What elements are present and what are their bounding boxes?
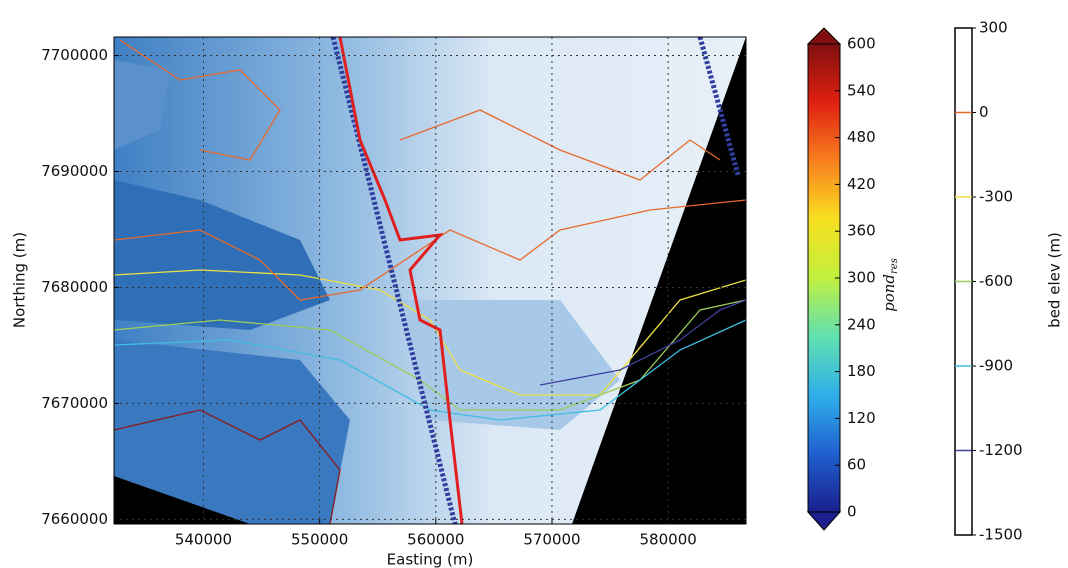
x-tick-label: 570000 — [523, 531, 580, 549]
colorbar-tick-label: -1200 — [979, 441, 1023, 459]
colorbar-extend — [808, 28, 840, 44]
colorbar-extend — [808, 512, 840, 530]
y-tick-label: 7670000 — [41, 394, 108, 412]
colorbar-tick-label: -600 — [979, 272, 1013, 290]
colorbar-tick-label: 180 — [847, 362, 876, 380]
colorbar-tick-label: 60 — [847, 456, 866, 474]
figure: Easting (m) Northing (m) 540000 550000 560… — [0, 0, 1068, 568]
colorbar-tick-label: 300 — [847, 269, 876, 287]
x-tick-label: 560000 — [407, 531, 464, 549]
y-tick-label: 7700000 — [41, 46, 108, 64]
y-tick-label: 7680000 — [41, 278, 108, 296]
label-sub: res — [889, 258, 900, 274]
colorbar-tick-label: 540 — [847, 81, 876, 99]
colorbar-tick-label: -300 — [979, 188, 1013, 206]
x-tick-label: 540000 — [175, 531, 232, 549]
y-tick-label: 7660000 — [41, 510, 108, 528]
colorbar-label: bed elev (m) — [1046, 232, 1064, 328]
x-axis-label: Easting (m) — [387, 551, 474, 568]
colorbar-tick-label: 360 — [847, 222, 876, 240]
colorbar-tick-label: 0 — [979, 103, 989, 121]
colorbar-tick-label: 600 — [847, 35, 876, 53]
x-tick-label: 580000 — [640, 531, 697, 549]
colorbar-tick-label: 480 — [847, 128, 876, 146]
colorbar-tick-label: 420 — [847, 175, 876, 193]
colorbar-tick-label: -1500 — [979, 526, 1023, 544]
label-base: pond — [880, 274, 898, 312]
map-image — [114, 37, 746, 524]
x-tick-label: 550000 — [291, 531, 348, 549]
y-axis-label: Northing (m) — [11, 232, 29, 328]
y-tick-label: 7690000 — [41, 162, 108, 180]
colorbar-label: pondres — [880, 258, 900, 312]
colorbar-tick-label: 0 — [847, 503, 857, 521]
colorbar-tick-label: 300 — [979, 19, 1008, 37]
colorbar-tick-label: 240 — [847, 315, 876, 333]
colorbar-tick-label: -900 — [979, 357, 1013, 375]
colorbar-tick-label: 120 — [847, 409, 876, 427]
